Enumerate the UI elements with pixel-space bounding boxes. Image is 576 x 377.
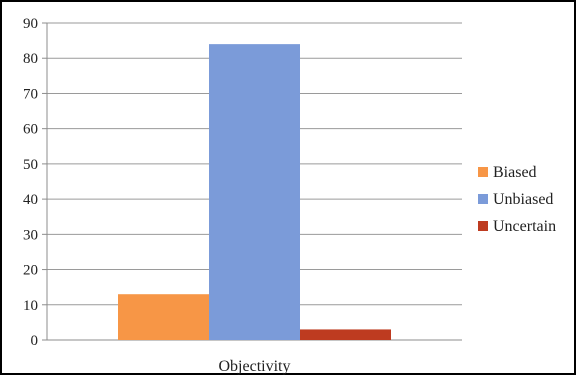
bars xyxy=(118,44,391,341)
y-tick-label: 60 xyxy=(23,122,38,138)
x-category-label: Objectivity xyxy=(219,358,291,375)
bar-uncertain xyxy=(300,329,391,340)
y-axis: 0 10 20 30 40 50 60 70 80 90 xyxy=(23,16,48,349)
legend-label-unbiased: Unbiased xyxy=(493,191,553,208)
y-tick-label: 40 xyxy=(23,192,38,208)
y-tick-label: 0 xyxy=(31,333,39,349)
legend-swatch-unbiased xyxy=(478,194,488,204)
y-tick-label: 30 xyxy=(23,227,38,243)
y-tick-label: 80 xyxy=(23,51,38,67)
y-tick-label: 90 xyxy=(23,16,38,32)
legend-label-biased: Biased xyxy=(493,164,537,181)
bar-biased xyxy=(118,294,209,340)
y-tick-label: 10 xyxy=(23,298,38,314)
y-tick-label: 20 xyxy=(23,263,38,279)
y-tick-label: 50 xyxy=(23,157,38,173)
bar-unbiased xyxy=(209,44,300,341)
legend-swatch-uncertain xyxy=(478,221,488,231)
x-axis: Objectivity xyxy=(219,358,291,375)
legend-swatch-biased xyxy=(478,167,488,177)
y-tick-label: 70 xyxy=(23,86,38,102)
legend-label-uncertain: Uncertain xyxy=(493,218,556,235)
legend: Biased Unbiased Uncertain xyxy=(478,164,556,235)
